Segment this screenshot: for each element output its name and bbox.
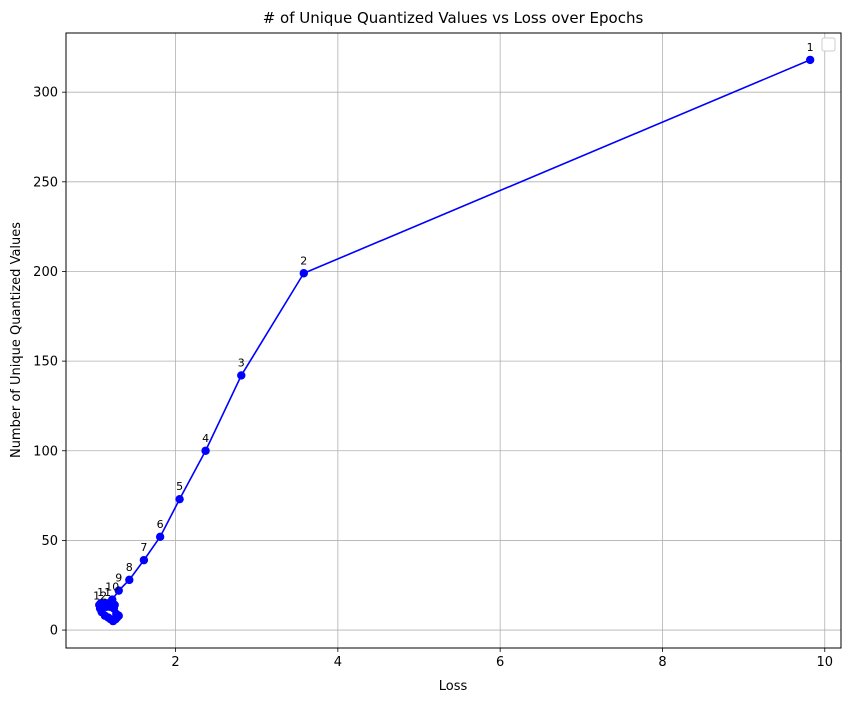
x-tick-label: 2 bbox=[171, 655, 179, 670]
y-tick-label: 150 bbox=[33, 355, 58, 370]
epoch-label: 6 bbox=[157, 518, 164, 531]
epoch-label: 10 bbox=[105, 581, 119, 594]
data-point bbox=[99, 600, 109, 610]
epoch-label: 1 bbox=[807, 41, 814, 54]
data-point bbox=[125, 575, 134, 585]
epoch-label: 5 bbox=[176, 480, 183, 493]
x-tick-label: 6 bbox=[496, 655, 504, 670]
y-tick-label: 250 bbox=[33, 175, 58, 190]
series-layer bbox=[95, 55, 815, 626]
data-point bbox=[805, 55, 815, 65]
y-tick-label: 0 bbox=[50, 624, 58, 639]
y-tick-label: 200 bbox=[33, 265, 58, 280]
x-tick-label: 4 bbox=[334, 655, 342, 670]
epoch-label: 3 bbox=[238, 356, 245, 369]
x-axis-title: Loss bbox=[439, 679, 468, 694]
y-tick-label: 300 bbox=[33, 86, 58, 101]
epoch-label: 9 bbox=[115, 572, 122, 585]
y-tick-label: 100 bbox=[33, 444, 58, 459]
data-point bbox=[175, 494, 184, 504]
legend-frame bbox=[821, 37, 836, 52]
data-point bbox=[114, 586, 123, 595]
legend bbox=[821, 37, 836, 52]
data-point bbox=[237, 371, 246, 380]
x-tick-label: 10 bbox=[816, 655, 833, 670]
epoch-label: 2 bbox=[300, 254, 307, 267]
data-point bbox=[139, 555, 149, 565]
epoch-label: 12 bbox=[93, 590, 107, 603]
data-point bbox=[201, 446, 210, 455]
epoch-label: 4 bbox=[202, 432, 209, 445]
y-tick-label: 50 bbox=[41, 534, 58, 549]
plot-frame bbox=[65, 32, 842, 649]
chart-title: # of Unique Quantized Values vs Loss ove… bbox=[263, 9, 644, 27]
grid-lines bbox=[66, 33, 841, 648]
y-axis-title: Number of Unique Quantized Values bbox=[9, 222, 24, 458]
x-tick-label: 8 bbox=[658, 655, 666, 670]
data-point bbox=[299, 269, 308, 278]
epoch-label: 8 bbox=[126, 561, 133, 574]
epoch-label: 7 bbox=[140, 541, 147, 554]
epoch-label: 11 bbox=[97, 586, 111, 599]
data-point bbox=[155, 532, 165, 542]
